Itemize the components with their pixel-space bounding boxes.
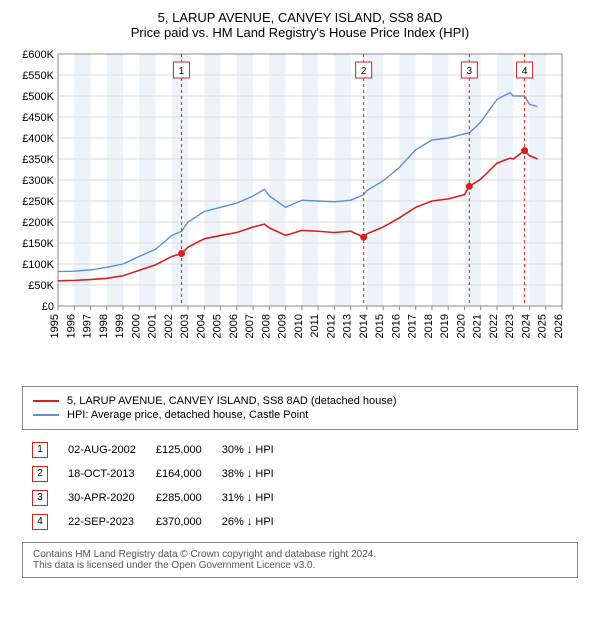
svg-text:2023: 2023 [504, 314, 516, 338]
table-row: 2 18-OCT-2013£164,00038% ↓ HPI [22, 462, 284, 486]
sale-date: 02-AUG-2002 [58, 438, 146, 462]
svg-text:£300K: £300K [22, 175, 54, 187]
svg-text:2010: 2010 [293, 314, 305, 338]
svg-text:£450K: £450K [22, 112, 54, 124]
svg-text:£150K: £150K [22, 238, 54, 250]
sale-date: 18-OCT-2013 [58, 462, 146, 486]
title-line-2: Price paid vs. HM Land Registry's House … [10, 25, 590, 40]
svg-text:1999: 1999 [114, 314, 126, 338]
legend-label: HPI: Average price, detached house, Cast… [67, 409, 308, 421]
svg-text:1997: 1997 [82, 314, 94, 338]
table-row: 1 02-AUG-2002£125,00030% ↓ HPI [22, 438, 284, 462]
sale-marker-icon: 4 [32, 514, 48, 530]
legend-row: 5, LARUP AVENUE, CANVEY ISLAND, SS8 8AD … [33, 395, 567, 407]
svg-text:2015: 2015 [374, 314, 386, 338]
svg-text:4: 4 [522, 66, 528, 77]
svg-text:2022: 2022 [488, 314, 500, 338]
sales-table: 1 02-AUG-2002£125,00030% ↓ HPI 2 18-OCT-201… [22, 438, 284, 534]
svg-text:£100K: £100K [22, 259, 54, 271]
svg-text:2001: 2001 [147, 314, 159, 338]
sale-marker-icon: 3 [32, 490, 48, 506]
legend-row: HPI: Average price, detached house, Cast… [33, 409, 567, 421]
table-row: 4 22-SEP-2023£370,00026% ↓ HPI [22, 510, 284, 534]
svg-text:2020: 2020 [455, 314, 467, 338]
svg-text:£600K: £600K [22, 49, 54, 61]
svg-text:£350K: £350K [22, 154, 54, 166]
legend-label: 5, LARUP AVENUE, CANVEY ISLAND, SS8 8AD … [67, 395, 397, 407]
sale-price: £125,000 [146, 438, 212, 462]
svg-text:£0: £0 [42, 301, 54, 313]
svg-text:2014: 2014 [358, 314, 370, 338]
svg-text:2008: 2008 [260, 314, 272, 338]
svg-text:3: 3 [467, 66, 473, 77]
svg-text:2005: 2005 [212, 314, 224, 338]
svg-text:1998: 1998 [98, 314, 110, 338]
svg-text:2021: 2021 [472, 314, 484, 338]
sale-marker-icon: 2 [32, 466, 48, 482]
sale-vs-hpi: 26% ↓ HPI [212, 510, 284, 534]
svg-text:1996: 1996 [65, 314, 77, 338]
svg-text:1: 1 [179, 66, 185, 77]
svg-text:2012: 2012 [325, 314, 337, 338]
sale-vs-hpi: 38% ↓ HPI [212, 462, 284, 486]
footer-line-2: This data is licensed under the Open Gov… [33, 560, 567, 571]
sale-date: 30-APR-2020 [58, 486, 146, 510]
svg-text:£550K: £550K [22, 70, 54, 82]
sale-price: £164,000 [146, 462, 212, 486]
sale-date: 22-SEP-2023 [58, 510, 146, 534]
svg-text:£200K: £200K [22, 217, 54, 229]
svg-text:2007: 2007 [244, 314, 256, 338]
table-row: 3 30-APR-2020£285,00031% ↓ HPI [22, 486, 284, 510]
sale-price: £285,000 [146, 486, 212, 510]
legend-swatch [33, 414, 59, 416]
svg-text:1995: 1995 [49, 314, 61, 338]
attribution-footer: Contains HM Land Registry data © Crown c… [22, 542, 578, 578]
svg-text:2006: 2006 [228, 314, 240, 338]
legend-box: 5, LARUP AVENUE, CANVEY ISLAND, SS8 8AD … [22, 386, 578, 430]
svg-text:2009: 2009 [277, 314, 289, 338]
svg-text:£250K: £250K [22, 196, 54, 208]
svg-text:2003: 2003 [179, 314, 191, 338]
sale-vs-hpi: 31% ↓ HPI [212, 486, 284, 510]
svg-text:£400K: £400K [22, 133, 54, 145]
svg-text:2019: 2019 [439, 314, 451, 338]
sale-marker-icon: 1 [32, 442, 48, 458]
svg-text:2013: 2013 [342, 314, 354, 338]
svg-text:2018: 2018 [423, 314, 435, 338]
sale-price: £370,000 [146, 510, 212, 534]
svg-text:£500K: £500K [22, 91, 54, 103]
svg-text:2: 2 [361, 66, 367, 77]
title-line-1: 5, LARUP AVENUE, CANVEY ISLAND, SS8 8AD [10, 10, 590, 25]
svg-text:2016: 2016 [390, 314, 402, 338]
svg-text:2024: 2024 [520, 314, 532, 338]
svg-text:2004: 2004 [195, 314, 207, 338]
svg-text:2000: 2000 [130, 314, 142, 338]
footer-line-1: Contains HM Land Registry data © Crown c… [33, 549, 567, 560]
sale-vs-hpi: 30% ↓ HPI [212, 438, 284, 462]
chart-svg: £0 £50K £100K £150K £200K £250K £300K £350K £400… [10, 48, 570, 378]
svg-text:2025: 2025 [537, 314, 549, 338]
svg-text:2011: 2011 [309, 314, 321, 338]
chart-area: £0 £50K £100K £150K £200K £250K £300K £350K £400… [10, 48, 590, 378]
svg-text:2026: 2026 [553, 314, 565, 338]
chart-title-block: 5, LARUP AVENUE, CANVEY ISLAND, SS8 8AD … [10, 10, 590, 40]
legend-swatch [33, 400, 59, 402]
svg-text:2017: 2017 [407, 314, 419, 338]
svg-text:£50K: £50K [28, 280, 54, 292]
svg-text:2002: 2002 [163, 314, 175, 338]
